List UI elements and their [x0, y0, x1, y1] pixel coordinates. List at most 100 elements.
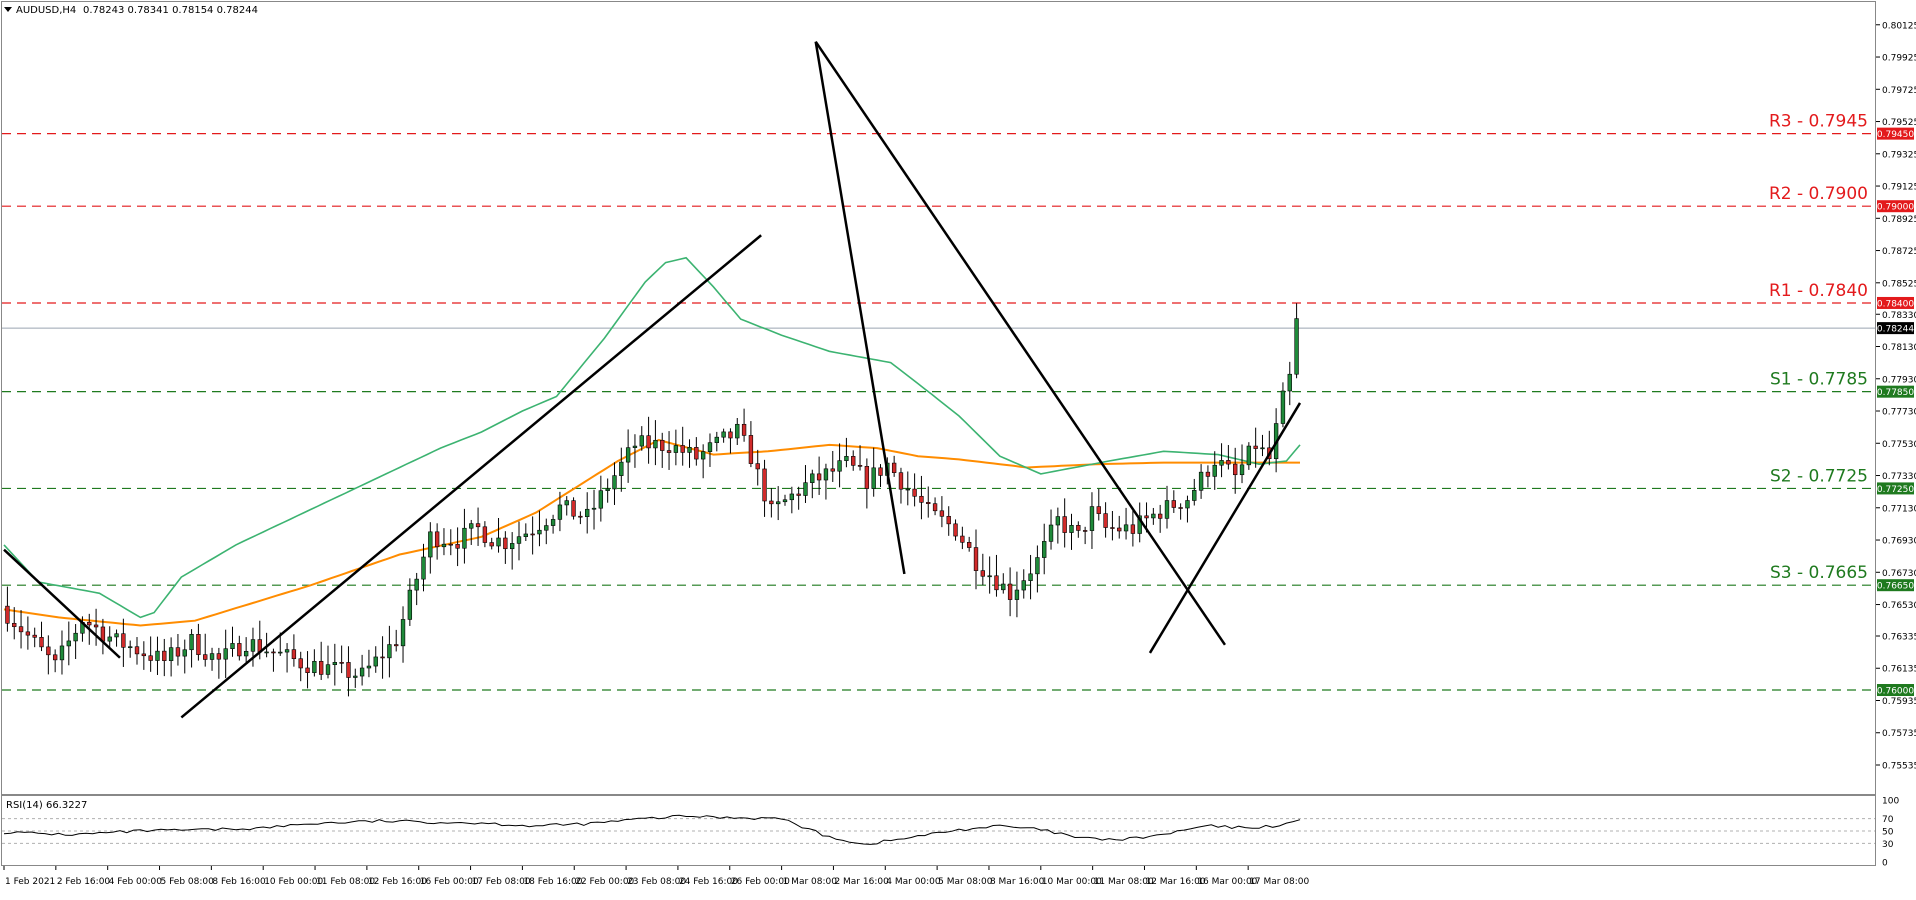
time-tick-label: 8 Mar 16:00	[990, 877, 1045, 887]
candle-body	[700, 451, 706, 460]
price-tick-label: 0.77930	[1882, 375, 1916, 385]
time-tick-label: 11 Feb 08:00	[316, 877, 375, 887]
time-tick-label: 8 Feb 16:00	[212, 877, 266, 887]
candle-body	[851, 456, 856, 466]
candle-body	[632, 445, 638, 448]
candle-body	[230, 643, 235, 650]
candle-body	[789, 493, 795, 501]
time-tick-label: 17 Mar 08:00	[1249, 877, 1309, 887]
candle-body	[1205, 471, 1211, 477]
candle-body	[18, 626, 24, 633]
candle-body	[216, 653, 222, 660]
level-price-tag-text: 0.79000	[1877, 203, 1914, 213]
price-tick-label: 0.76730	[1882, 569, 1916, 579]
candle-body	[1219, 460, 1224, 466]
time-axis: 1 Feb 2021 2 Feb 16:004 Feb 00:005 Feb 08…	[3, 866, 1310, 887]
candle-body	[1062, 516, 1067, 533]
candle-body	[1178, 507, 1183, 509]
candle-body	[1103, 513, 1108, 528]
time-tick-label: 1 Mar 08:00	[783, 877, 838, 887]
candle-body	[1082, 530, 1088, 532]
candle-body	[469, 523, 474, 529]
time-tick-label: 22 Feb 00:00	[575, 877, 634, 887]
candle-body	[12, 622, 17, 627]
candle-body	[414, 578, 419, 591]
candle-body	[1028, 573, 1033, 581]
candle-body	[182, 649, 187, 657]
price-tick-label: 0.78925	[1882, 215, 1916, 225]
candle-body	[1123, 524, 1129, 532]
candle-body	[564, 500, 569, 506]
level-price-tag	[1877, 296, 1914, 309]
price-tick-label: 0.76930	[1882, 537, 1916, 547]
trendline	[814, 41, 906, 575]
candle-body	[1137, 515, 1142, 534]
candle-body	[721, 431, 726, 438]
candle-body	[32, 634, 37, 638]
candle-body	[891, 462, 897, 473]
candle-body	[967, 542, 972, 548]
rsi-indicator: 100 70 50 30 0	[2, 797, 1899, 869]
candle-body	[243, 650, 249, 657]
price-tick-label: 0.77730	[1882, 408, 1916, 418]
candle-body	[223, 648, 228, 660]
time-tick-label: 5 Feb 08:00	[161, 877, 215, 887]
candle-body	[271, 651, 276, 654]
level-price-tag-text: 0.77250	[1877, 485, 1914, 495]
candle-body	[237, 643, 242, 657]
candle-body	[73, 632, 78, 642]
candle-body	[434, 531, 440, 548]
candle-body	[1089, 506, 1095, 531]
level-price-tag	[1877, 127, 1914, 140]
price-tick-label: 0.78525	[1882, 279, 1916, 289]
rsi-label: RSI(14) 66.3227	[6, 800, 87, 811]
time-tick-label: 24 Feb 16:00	[679, 877, 738, 887]
candle-body	[1144, 515, 1149, 519]
candle-body	[291, 649, 297, 660]
candle-body	[523, 533, 528, 537]
candle-body	[912, 488, 917, 497]
price-tick-label: 0.77130	[1882, 504, 1916, 514]
candle-body	[1076, 525, 1081, 531]
candle-body	[769, 500, 774, 505]
candle-body	[898, 472, 904, 490]
candle-body	[155, 650, 160, 661]
main-plot-area[interactable]	[1, 1, 1876, 795]
candle-body	[1014, 589, 1020, 600]
candle-body	[1294, 318, 1299, 375]
candle-body	[121, 633, 126, 648]
candle-body	[994, 575, 999, 591]
candle-body	[557, 504, 563, 520]
candle-body	[550, 519, 556, 526]
candle-body	[1171, 500, 1176, 508]
price-tick-label: 0.75735	[1882, 729, 1916, 739]
candle-body	[516, 536, 522, 544]
candle-body	[1260, 447, 1265, 450]
candle-body	[707, 442, 713, 452]
rsi-tick-label: 70	[1882, 815, 1894, 825]
candle-body	[1096, 506, 1101, 514]
candle-body	[107, 636, 112, 642]
candle-body	[189, 634, 194, 651]
level-price-tag-text: 0.76650	[1877, 582, 1914, 592]
rsi-tick-label: 30	[1882, 840, 1894, 850]
candle-body	[776, 501, 781, 505]
candle-body	[1055, 516, 1061, 526]
candle-body	[816, 473, 822, 481]
collapse-triangle-icon[interactable]	[4, 7, 12, 12]
candle-body	[878, 467, 883, 476]
candle-body	[87, 621, 92, 626]
candle-body	[175, 647, 181, 657]
candle-body	[1287, 373, 1292, 392]
price-tick-label: 0.76335	[1882, 632, 1916, 642]
candle-body	[1157, 513, 1163, 519]
price-tick-label: 0.76135	[1882, 665, 1916, 675]
candle-body	[128, 646, 133, 649]
level-label: R1 - 0.7840	[1769, 281, 1868, 301]
candle-body	[960, 535, 965, 543]
time-tick-label: 23 Feb 08:00	[627, 877, 686, 887]
time-tick-label: 10 Feb 00:00	[264, 877, 323, 887]
candle-body	[666, 450, 672, 453]
